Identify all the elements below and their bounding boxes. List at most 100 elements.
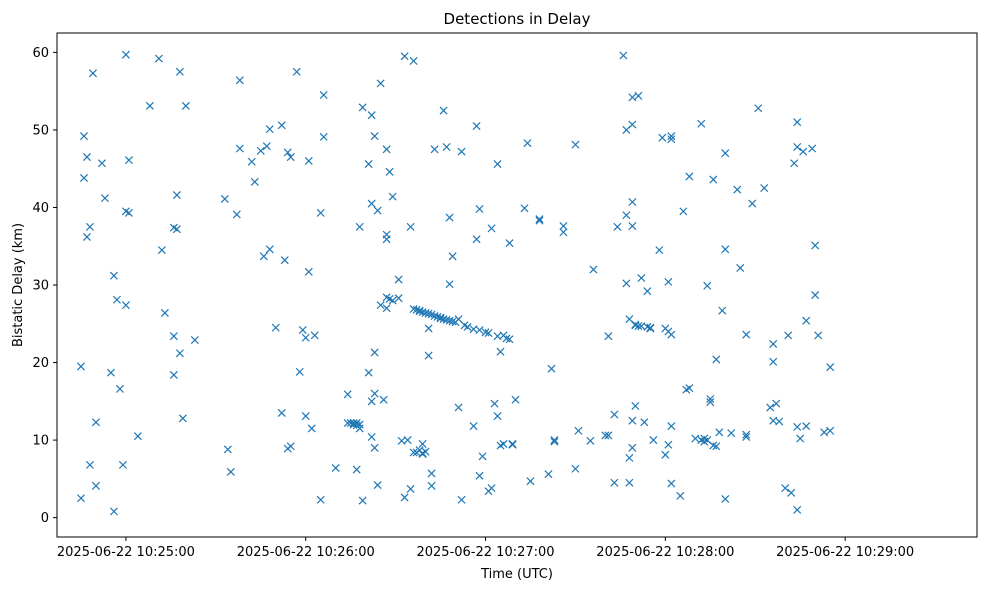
data-point xyxy=(88,69,97,78)
data-point xyxy=(646,323,655,332)
data-point xyxy=(388,192,397,201)
data-point xyxy=(727,429,736,438)
data-point xyxy=(355,424,364,433)
data-point xyxy=(511,395,520,404)
data-point xyxy=(79,132,88,141)
data-point xyxy=(559,228,568,237)
data-point xyxy=(271,323,280,332)
data-point xyxy=(826,363,835,372)
data-point xyxy=(706,394,715,404)
data-point xyxy=(811,291,820,300)
data-point xyxy=(628,120,637,129)
data-point xyxy=(439,106,448,115)
data-point xyxy=(742,430,751,439)
data-point xyxy=(262,142,271,151)
data-point xyxy=(454,315,463,324)
data-point xyxy=(685,384,694,393)
data-point xyxy=(601,431,610,440)
data-point xyxy=(364,368,373,377)
data-point xyxy=(76,494,85,503)
data-point xyxy=(394,275,403,284)
data-point xyxy=(379,395,388,404)
data-point xyxy=(172,225,181,234)
data-point xyxy=(628,198,637,207)
data-point xyxy=(445,316,454,325)
data-point xyxy=(247,157,256,166)
data-point xyxy=(277,408,286,417)
data-point xyxy=(355,420,364,429)
data-point xyxy=(388,296,397,305)
data-point xyxy=(679,207,688,216)
data-point xyxy=(715,428,724,437)
data-point xyxy=(304,156,313,165)
x-tick-label: 2025-06-22 10:27:00 xyxy=(416,545,554,560)
data-point xyxy=(307,424,316,433)
data-point xyxy=(355,222,364,231)
x-tick-label: 2025-06-22 10:29:00 xyxy=(776,545,914,560)
data-point xyxy=(91,481,100,490)
data-point xyxy=(367,397,376,406)
data-point xyxy=(505,335,514,344)
data-point xyxy=(112,295,121,304)
data-point xyxy=(82,232,91,241)
data-point xyxy=(280,256,289,265)
data-point xyxy=(535,216,544,225)
data-point xyxy=(481,328,490,337)
data-point xyxy=(82,153,91,162)
data-point xyxy=(814,331,823,340)
data-point xyxy=(256,146,265,155)
data-point xyxy=(358,103,367,112)
data-point xyxy=(820,428,829,437)
data-point xyxy=(649,436,658,445)
data-point xyxy=(802,422,811,431)
data-point xyxy=(793,505,802,514)
data-point xyxy=(172,191,181,200)
data-point xyxy=(220,194,229,203)
data-point xyxy=(463,322,472,331)
data-point xyxy=(769,339,778,348)
data-point xyxy=(343,390,352,399)
data-point xyxy=(721,149,730,158)
data-point xyxy=(658,133,667,142)
data-point xyxy=(124,208,133,217)
data-point xyxy=(421,447,430,456)
data-point xyxy=(640,418,649,427)
data-point xyxy=(436,314,445,323)
data-point xyxy=(760,184,769,193)
data-point xyxy=(364,160,373,169)
data-point xyxy=(403,436,412,445)
data-point xyxy=(109,507,118,516)
data-point xyxy=(316,495,325,504)
data-point xyxy=(370,348,379,357)
data-point xyxy=(442,142,451,152)
data-point xyxy=(721,494,730,504)
data-point xyxy=(706,398,715,407)
data-point xyxy=(475,325,484,334)
data-point xyxy=(499,439,508,448)
data-point xyxy=(319,132,328,141)
data-point xyxy=(367,111,376,120)
data-point xyxy=(697,119,706,128)
x-tick-label: 2025-06-22 10:26:00 xyxy=(237,545,375,560)
data-point xyxy=(637,273,646,283)
data-point xyxy=(808,144,817,153)
data-point xyxy=(157,246,166,255)
data-point xyxy=(736,263,745,272)
data-point xyxy=(445,213,454,222)
data-point xyxy=(85,460,94,469)
data-point xyxy=(292,67,301,76)
y-tick-label: 40 xyxy=(32,201,49,216)
plot-area xyxy=(76,50,835,516)
data-point xyxy=(301,412,310,421)
data-point xyxy=(409,56,418,65)
data-point xyxy=(100,194,109,203)
data-point xyxy=(418,439,427,448)
data-point xyxy=(277,121,286,130)
data-point xyxy=(544,470,553,479)
data-point xyxy=(316,208,325,217)
data-point xyxy=(766,403,775,412)
data-point xyxy=(370,389,379,398)
data-point xyxy=(232,210,241,219)
data-point xyxy=(169,370,178,379)
